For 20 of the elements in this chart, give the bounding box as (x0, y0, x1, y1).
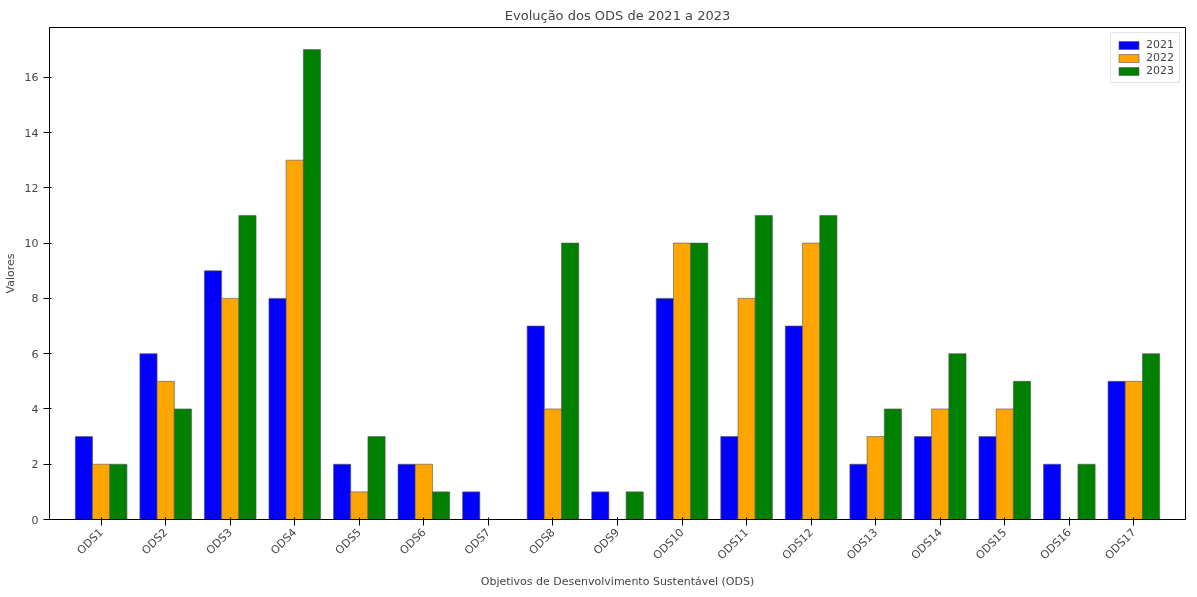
y-tick-label: 0 (31, 513, 39, 527)
y-tick-label: 4 (31, 402, 39, 416)
legend-label: 2023 (1146, 64, 1174, 77)
legend-label: 2021 (1146, 38, 1174, 51)
y-tick-label: 12 (24, 181, 39, 195)
bar (591, 491, 610, 520)
y-tick-label: 16 (24, 71, 39, 85)
y-tick-label: 8 (31, 292, 39, 306)
chart-title: Evolução dos ODS de 2021 a 2023 (504, 7, 731, 23)
bar (1043, 463, 1062, 520)
y-tick-label: 14 (24, 126, 39, 140)
legend-label: 2022 (1146, 51, 1174, 64)
y-tick-label: 6 (31, 347, 39, 361)
bar (1077, 463, 1096, 520)
y-axis-title: Valores (3, 253, 17, 294)
y-tick-label: 10 (24, 237, 39, 251)
y-tick-label: 2 (31, 458, 39, 472)
bar (625, 491, 644, 520)
bar (462, 491, 481, 520)
x-axis-title: Objetivos de Desenvolvimento Sustentável (ODS) (480, 574, 755, 588)
